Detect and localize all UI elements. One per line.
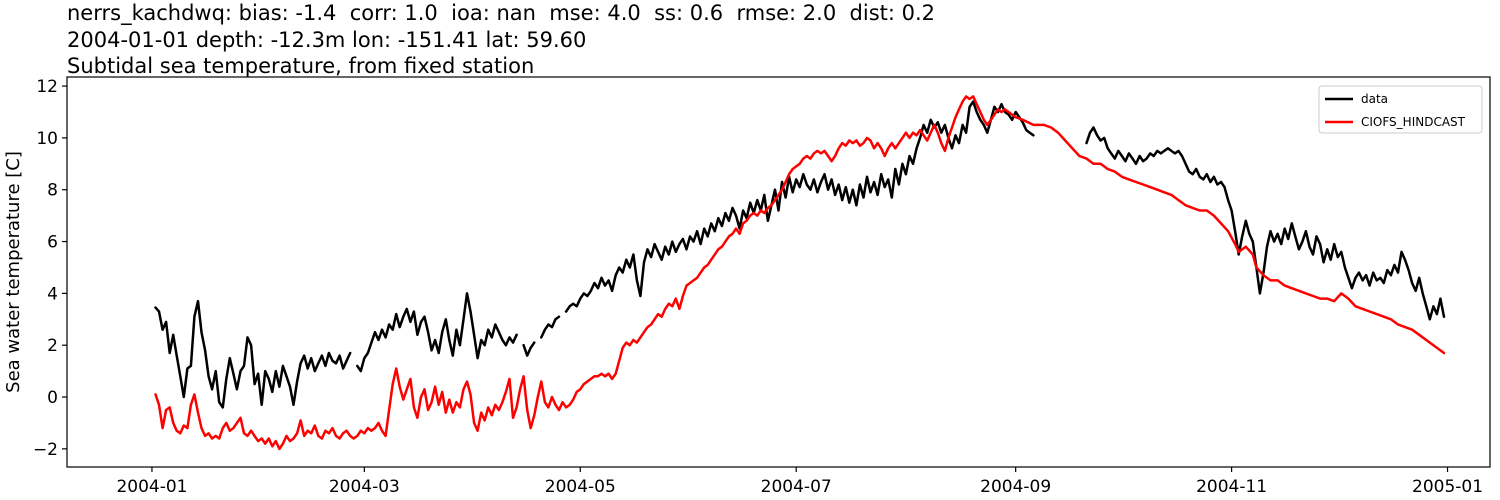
y-tick-label: 4 [47, 284, 58, 304]
title-line-stats: nerrs_kachdwq: bias: -1.4 corr: 1.0 ioa:… [67, 1, 936, 25]
x-tick-label: 2004-03 [329, 477, 400, 497]
x-tick-label: 2004-01 [116, 477, 187, 497]
series-line-data-seg-1 [356, 292, 518, 373]
series-line-data-seg-0 [154, 299, 352, 409]
x-tick-label: 2004-05 [545, 477, 616, 497]
x-tick-label: 2004-07 [761, 477, 832, 497]
series-line-data-seg-2 [522, 341, 536, 357]
y-tick-label: 12 [36, 77, 58, 97]
y-tick-label: −2 [33, 440, 58, 460]
series-line-data-seg-5 [1085, 126, 1446, 321]
y-tick-label: 10 [36, 129, 58, 149]
title-line-description: Subtidal sea temperature, from fixed sta… [67, 54, 535, 78]
x-tick-label: 2004-11 [1196, 477, 1267, 497]
legend-box [1318, 85, 1483, 134]
series-line-data-seg-4 [564, 100, 1035, 313]
x-tick-label: 2005-01 [1412, 477, 1483, 497]
chart-title: nerrs_kachdwq: bias: -1.4 corr: 1.0 ioa:… [67, 0, 1487, 80]
y-axis-label: Sea water temperature [C] [3, 151, 24, 393]
y-tick-label: 0 [47, 388, 58, 408]
plot-frame [66, 76, 1491, 468]
legend: data CIOFS_HINDCAST [1318, 85, 1483, 134]
axes: 2004-01 2004-03 2004-05 2004-07 2004-09 2004-… [3, 76, 1491, 497]
legend-label: data [1361, 92, 1388, 106]
plot-lines [154, 95, 1446, 451]
title-line-station: 2004-01-01 depth: -12.3m lon: -151.41 la… [67, 27, 587, 52]
y-tick-label: 6 [47, 233, 58, 253]
legend-label: CIOFS_HINDCAST [1361, 115, 1466, 129]
x-tick-label: 2004-09 [980, 477, 1051, 497]
y-tick-label: 2 [47, 336, 58, 356]
y-tick-label: 8 [47, 181, 58, 201]
series-line-ciofs-hindcast-seg-0 [154, 95, 1446, 451]
series-line-data-seg-3 [540, 315, 561, 339]
